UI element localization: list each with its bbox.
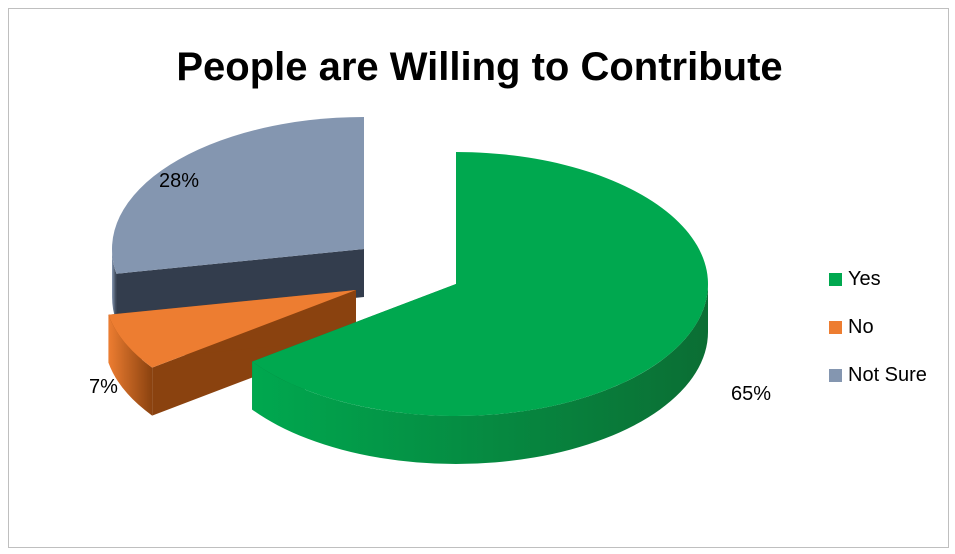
- legend-swatch: [829, 369, 842, 382]
- chart-area: People are Willing to Contribute 65% 7% 28…: [8, 8, 949, 548]
- legend-item-no: No: [829, 315, 927, 339]
- pie-slice-not-sure: [112, 117, 364, 322]
- legend-item-not-sure: Not Sure: [829, 363, 927, 387]
- data-label-no: 7%: [89, 376, 118, 398]
- data-label-not-sure: 28%: [159, 170, 199, 192]
- legend-swatch: [829, 321, 842, 334]
- legend-item-yes: Yes: [829, 267, 927, 291]
- legend-label: Not Sure: [848, 364, 927, 387]
- legend-swatch: [829, 273, 842, 286]
- data-label-yes: 65%: [731, 383, 771, 405]
- pie-chart: 65% 7% 28%: [9, 9, 950, 549]
- pie-slice-top: [112, 117, 364, 274]
- legend-label: No: [848, 316, 874, 339]
- legend-label: Yes: [848, 268, 881, 291]
- legend: Yes No Not Sure: [829, 267, 927, 411]
